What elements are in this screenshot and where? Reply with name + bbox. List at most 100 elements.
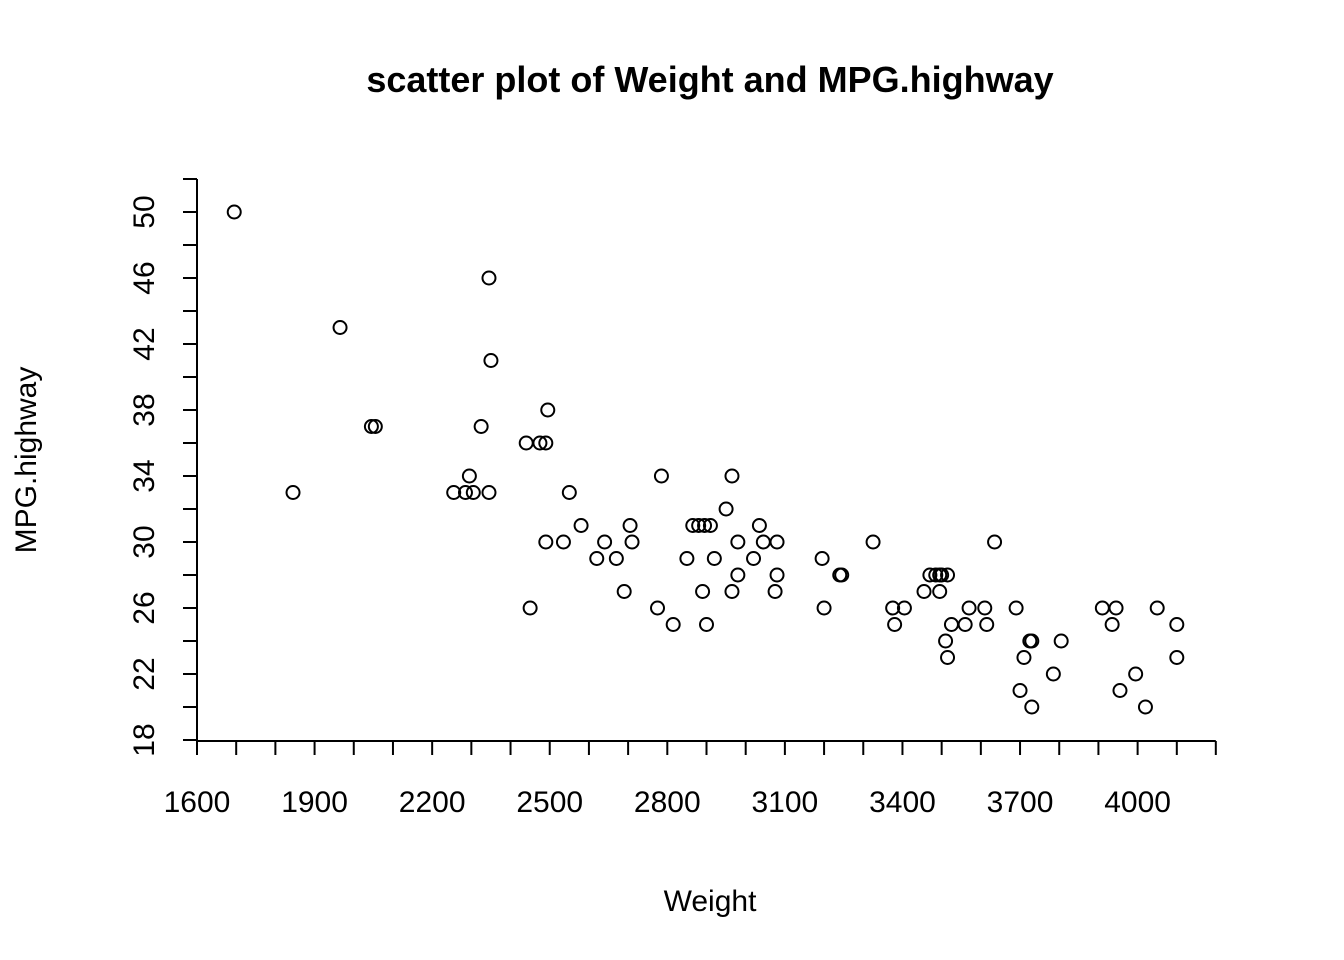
data-point <box>961 600 977 616</box>
y-tick-label: 38 <box>128 393 161 426</box>
y-tick-label: 50 <box>128 195 161 228</box>
data-point <box>465 485 481 500</box>
y-tick-label: 30 <box>128 525 161 558</box>
data-point <box>1169 650 1185 665</box>
y-tick-label: 46 <box>128 261 161 294</box>
data-point <box>561 485 577 500</box>
data-point <box>922 567 938 583</box>
y-tick-label: 26 <box>128 591 161 624</box>
data-point <box>461 468 477 484</box>
data-point <box>724 584 740 599</box>
data-point <box>226 204 242 220</box>
data-point <box>532 435 548 451</box>
data-point <box>934 567 950 583</box>
data-point <box>1053 633 1069 649</box>
data-point <box>706 551 722 566</box>
data-point <box>695 584 711 599</box>
data-point <box>483 353 499 368</box>
data-point <box>932 584 948 599</box>
chart-title: scatter plot of Weight and MPG.highway <box>366 59 1053 100</box>
data-point <box>702 518 718 533</box>
data-point <box>957 617 973 632</box>
data-point <box>746 551 762 566</box>
data-point <box>769 567 785 583</box>
data-point <box>1169 617 1185 632</box>
data-point <box>518 435 534 451</box>
data-point <box>916 584 932 599</box>
data-point <box>697 518 713 533</box>
data-point <box>653 468 669 484</box>
x-tick-label: 3100 <box>752 786 819 819</box>
data-point <box>940 567 956 583</box>
data-point <box>685 518 701 533</box>
y-axis-label: MPG.highway <box>10 367 43 554</box>
data-point <box>589 551 605 566</box>
data-point <box>816 600 832 616</box>
data-point <box>940 650 956 665</box>
data-point <box>987 534 1003 550</box>
data-point <box>885 600 901 616</box>
data-point <box>1149 600 1165 616</box>
data-point <box>285 485 301 500</box>
data-point <box>896 600 912 616</box>
data-point <box>665 617 681 632</box>
data-point <box>730 567 746 583</box>
data-point <box>522 600 538 616</box>
data-point <box>622 518 638 533</box>
data-point <box>928 567 944 583</box>
data-point <box>814 551 830 566</box>
data-point <box>1137 699 1153 715</box>
data-point <box>679 551 695 566</box>
data-point <box>943 617 959 632</box>
data-point <box>1024 633 1040 649</box>
data-point <box>624 534 640 550</box>
data-points <box>226 204 1185 715</box>
data-point <box>650 600 666 616</box>
data-point <box>1045 666 1061 682</box>
data-point <box>538 435 554 451</box>
data-point <box>363 419 379 434</box>
y-tick-label: 22 <box>128 657 161 690</box>
x-tick-label: 4000 <box>1104 786 1171 819</box>
data-point <box>1108 600 1124 616</box>
data-point <box>473 419 489 434</box>
x-tick-label: 2800 <box>634 786 701 819</box>
data-point <box>724 468 740 484</box>
data-point <box>457 485 473 500</box>
data-point <box>718 501 734 517</box>
data-point <box>616 584 632 599</box>
data-point <box>1094 600 1110 616</box>
x-tick-label: 3400 <box>869 786 936 819</box>
data-point <box>538 534 554 550</box>
data-point <box>446 485 462 500</box>
y-tick-label: 34 <box>128 459 161 492</box>
data-point <box>769 534 785 550</box>
data-point <box>887 617 903 632</box>
x-tick-label: 2200 <box>399 786 466 819</box>
data-point <box>699 617 714 632</box>
data-point <box>573 518 589 533</box>
data-point <box>608 551 624 566</box>
data-point <box>865 534 881 550</box>
data-point <box>1112 683 1128 698</box>
x-tick-label: 1900 <box>281 786 348 819</box>
data-point <box>1016 650 1032 665</box>
data-point <box>597 534 613 550</box>
x-axis-label: Weight <box>664 885 757 918</box>
data-point <box>834 567 850 583</box>
data-point <box>755 534 771 550</box>
data-point <box>555 534 571 550</box>
data-point <box>1012 683 1028 698</box>
y-tick-label: 18 <box>128 723 161 756</box>
data-point <box>367 419 383 434</box>
x-tick-label: 2500 <box>516 786 583 819</box>
x-tick-label: 1600 <box>164 786 231 819</box>
data-point <box>332 320 348 335</box>
data-point <box>481 270 497 286</box>
data-point <box>1104 617 1120 632</box>
x-axis: 1600 1900 2200 2500 2800 3100 3400 3700 4000 <box>164 740 1217 819</box>
data-point <box>481 485 497 500</box>
data-point <box>540 402 556 418</box>
data-point <box>1128 666 1144 682</box>
